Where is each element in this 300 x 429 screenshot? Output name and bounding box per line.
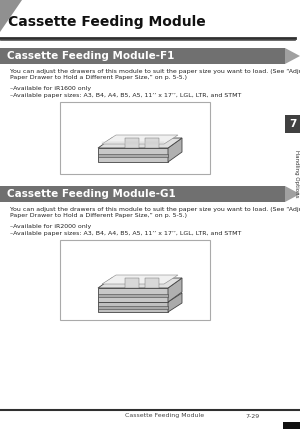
Polygon shape bbox=[125, 138, 139, 148]
Text: Cassette Feeding Module-G1: Cassette Feeding Module-G1 bbox=[7, 189, 176, 199]
Text: Cassette Feeding Module: Cassette Feeding Module bbox=[8, 15, 206, 29]
Text: 7-29: 7-29 bbox=[245, 414, 259, 419]
Polygon shape bbox=[98, 154, 168, 157]
Text: –Available paper sizes: A3, B4, A4, B5, A5, 11’’ x 17’’, LGL, LTR, and STMT: –Available paper sizes: A3, B4, A4, B5, … bbox=[10, 231, 242, 236]
Polygon shape bbox=[98, 288, 168, 302]
Polygon shape bbox=[102, 135, 178, 144]
Polygon shape bbox=[98, 302, 168, 312]
FancyBboxPatch shape bbox=[283, 422, 300, 429]
Polygon shape bbox=[98, 148, 168, 162]
FancyBboxPatch shape bbox=[60, 240, 210, 320]
Polygon shape bbox=[98, 306, 168, 309]
Text: You can adjust the drawers of this module to suit the paper size you want to loa: You can adjust the drawers of this modul… bbox=[10, 69, 300, 80]
Polygon shape bbox=[98, 278, 182, 288]
Text: 7: 7 bbox=[289, 119, 296, 129]
Polygon shape bbox=[168, 278, 182, 302]
Polygon shape bbox=[285, 186, 300, 202]
Polygon shape bbox=[145, 278, 159, 288]
Text: –Available for iR1600 only: –Available for iR1600 only bbox=[10, 86, 91, 91]
FancyBboxPatch shape bbox=[60, 102, 210, 174]
Polygon shape bbox=[102, 275, 178, 284]
Polygon shape bbox=[98, 138, 182, 148]
Polygon shape bbox=[168, 138, 182, 162]
Text: Cassette Feeding Module-F1: Cassette Feeding Module-F1 bbox=[7, 51, 174, 61]
Polygon shape bbox=[168, 293, 182, 312]
Text: Cassette Feeding Module: Cassette Feeding Module bbox=[125, 414, 205, 419]
Polygon shape bbox=[125, 278, 139, 288]
FancyBboxPatch shape bbox=[285, 115, 300, 133]
Polygon shape bbox=[285, 48, 300, 64]
Polygon shape bbox=[98, 294, 168, 297]
Polygon shape bbox=[0, 0, 22, 32]
FancyBboxPatch shape bbox=[0, 186, 285, 202]
Text: You can adjust the drawers of this module to suit the paper size you want to loa: You can adjust the drawers of this modul… bbox=[10, 207, 300, 218]
Text: –Available paper sizes: A3, B4, A4, B5, A5, 11’’ x 17’’, LGL, LTR, and STMT: –Available paper sizes: A3, B4, A4, B5, … bbox=[10, 93, 242, 98]
FancyBboxPatch shape bbox=[0, 48, 285, 64]
Text: Handling Options: Handling Options bbox=[295, 150, 299, 198]
Text: –Available for iR2000 only: –Available for iR2000 only bbox=[10, 224, 91, 229]
Polygon shape bbox=[145, 138, 159, 148]
